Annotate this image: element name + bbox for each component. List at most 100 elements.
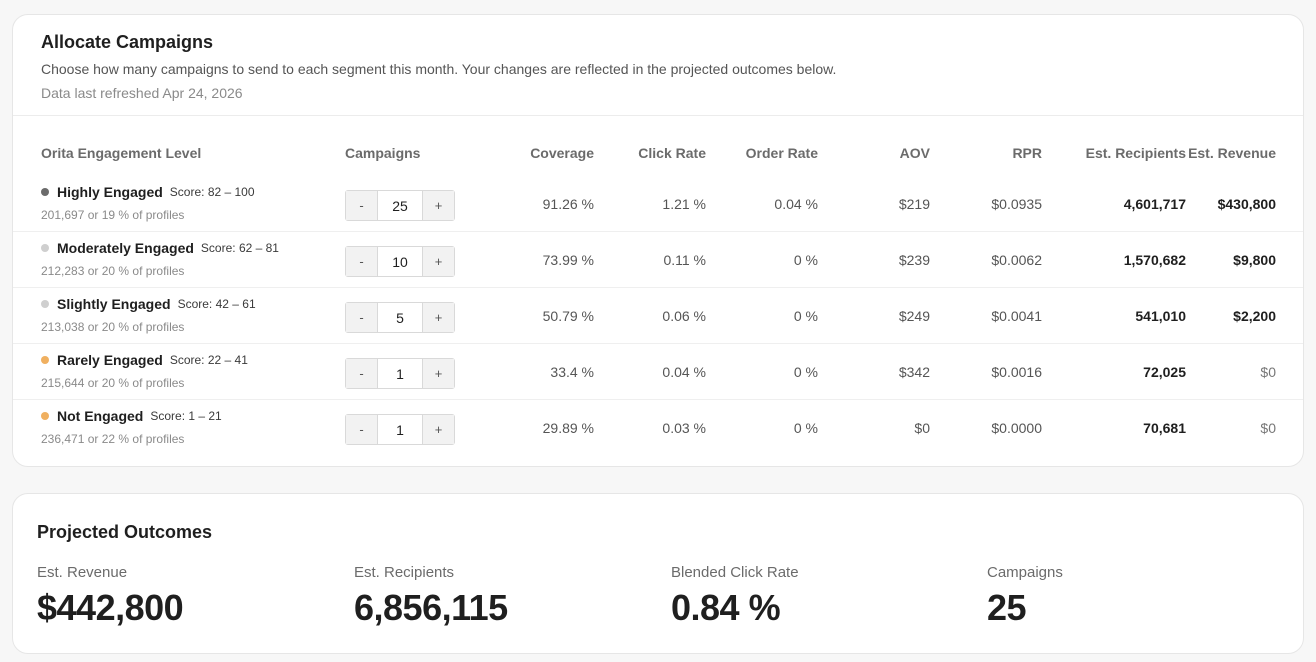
- col-order-rate: Order Rate: [745, 145, 818, 161]
- segment-label: Not Engaged Score: 1 – 21: [41, 408, 222, 424]
- aov-cell: $342: [898, 364, 930, 380]
- increment-button[interactable]: +: [422, 359, 454, 388]
- aov-cell: $249: [898, 308, 930, 324]
- col-coverage: Coverage: [530, 145, 594, 161]
- est-revenue-cell: $9,800: [1233, 252, 1276, 268]
- segment-name: Moderately Engaged: [57, 240, 194, 256]
- segment-label: Slightly Engaged Score: 42 – 61: [41, 296, 256, 312]
- decrement-button[interactable]: -: [346, 303, 378, 332]
- outcomes-title: Projected Outcomes: [37, 522, 213, 542]
- col-aov: AOV: [899, 145, 930, 161]
- col-est-recipients: Est. Recipients: [1085, 145, 1186, 161]
- metric-label: Est. Recipients: [354, 564, 455, 581]
- coverage-cell: 91.26 %: [542, 196, 594, 212]
- segment-score: Score: 22 – 41: [169, 353, 248, 367]
- col-engagement-level: Orita Engagement Level: [41, 145, 202, 161]
- metric-value: 6,856,115: [354, 587, 508, 628]
- campaigns-stepper[interactable]: - 1 +: [345, 358, 455, 389]
- row-divider: [13, 399, 1303, 400]
- segment-label: Moderately Engaged Score: 62 – 81: [41, 240, 279, 256]
- campaigns-stepper[interactable]: -10 +: [345, 246, 455, 277]
- est-recipients-cell: 70,681: [1143, 420, 1186, 436]
- segment-score: Score: 82 – 100: [169, 185, 255, 199]
- row-divider: [13, 287, 1303, 288]
- order-rate-cell: 0 %: [793, 252, 818, 268]
- coverage-cell: 29.89 %: [542, 420, 594, 436]
- projected-outcomes-card: Projected Outcomes Est. Revenue $442,800…: [12, 493, 1304, 654]
- metric-label: Campaigns: [987, 564, 1063, 581]
- segment-name: Slightly Engaged: [57, 296, 171, 312]
- order-rate-cell: 0.04 %: [774, 196, 818, 212]
- segment-score: Score: 1 – 21: [150, 409, 222, 423]
- campaigns-stepper[interactable]: - 1 +: [345, 414, 455, 445]
- rpr-cell: $0.0000: [991, 420, 1042, 436]
- order-rate-cell: 0 %: [793, 308, 818, 324]
- campaigns-input[interactable]: 10: [392, 253, 408, 270]
- increment-button[interactable]: +: [422, 247, 454, 276]
- est-recipients-cell: 541,010: [1135, 308, 1186, 324]
- segment-profiles: 213,038 or 20 % of profiles: [41, 320, 185, 334]
- rpr-cell: $0.0016: [991, 364, 1042, 380]
- coverage-cell: 73.99 %: [542, 252, 594, 268]
- row-divider: [13, 343, 1303, 344]
- allocate-campaigns-card: Allocate Campaigns Choose how many campa…: [12, 14, 1304, 467]
- decrement-button[interactable]: -: [346, 359, 378, 388]
- click-rate-cell: 0.04 %: [662, 364, 706, 380]
- rpr-cell: $0.0041: [991, 308, 1042, 324]
- metric-label: Blended Click Rate: [671, 564, 799, 581]
- row-divider: [13, 231, 1303, 232]
- campaigns-input[interactable]: 1: [396, 365, 404, 382]
- metric-est-recipients: Est. Recipients 6,856,115: [354, 564, 508, 629]
- est-revenue-cell: $2,200: [1233, 308, 1276, 324]
- rpr-cell: $0.0062: [991, 252, 1042, 268]
- decrement-button[interactable]: -: [346, 247, 378, 276]
- campaigns-input[interactable]: 1: [396, 421, 404, 438]
- campaigns-input[interactable]: 25: [392, 197, 408, 214]
- segment-label: Highly Engaged Score: 82 – 100: [41, 184, 255, 200]
- metric-value: 25: [987, 587, 1027, 628]
- aov-cell: $239: [898, 252, 930, 268]
- order-rate-cell: 0 %: [793, 420, 818, 436]
- increment-button[interactable]: +: [422, 303, 454, 332]
- col-campaigns: Campaigns: [345, 145, 421, 161]
- coverage-cell: 50.79 %: [542, 308, 594, 324]
- campaigns-stepper[interactable]: - 5 +: [345, 302, 455, 333]
- click-rate-cell: 0.03 %: [662, 420, 706, 436]
- rpr-cell: $0.0935: [991, 196, 1042, 212]
- col-est-revenue: Est. Revenue: [1188, 145, 1276, 161]
- last-refreshed: Data last refreshed Apr 24, 2026: [41, 85, 243, 101]
- metric-value: 0.84 %: [671, 587, 781, 628]
- engagement-dot-icon: [41, 244, 49, 252]
- segment-profiles: 236,471 or 22 % of profiles: [41, 432, 185, 446]
- increment-button[interactable]: +: [422, 191, 454, 220]
- table-row: Not Engaged Score: 1 – 21 236,471 or 22 % …: [13, 400, 1303, 456]
- engagement-dot-icon: [41, 300, 49, 308]
- campaigns-input[interactable]: 5: [396, 309, 404, 326]
- table-row: Highly Engaged Score: 82 – 100 201,697 or …: [13, 176, 1303, 232]
- allocate-description: Choose how many campaigns to send to eac…: [41, 61, 837, 77]
- engagement-dot-icon: [41, 412, 49, 420]
- click-rate-cell: 0.11 %: [663, 252, 706, 268]
- metric-label: Est. Revenue: [37, 564, 128, 581]
- segment-name: Highly Engaged: [57, 184, 163, 200]
- aov-cell: $219: [898, 196, 930, 212]
- segment-score: Score: 62 – 81: [200, 241, 279, 255]
- metric-campaigns: Campaigns 25: [987, 564, 1063, 629]
- decrement-button[interactable]: -: [346, 191, 378, 220]
- metric-blended-click-rate: Blended Click Rate 0.84 %: [671, 564, 799, 629]
- decrement-button[interactable]: -: [346, 415, 378, 444]
- increment-button[interactable]: +: [422, 415, 454, 444]
- click-rate-cell: 1.21 %: [662, 196, 706, 212]
- aov-cell: $0: [914, 420, 930, 436]
- est-recipients-cell: 72,025: [1143, 364, 1186, 380]
- header-divider: [13, 115, 1303, 116]
- table-row: Rarely Engaged Score: 22 – 41 215,644 or 2…: [13, 344, 1303, 400]
- est-recipients-cell: 1,570,682: [1123, 252, 1186, 268]
- segment-profiles: 215,644 or 20 % of profiles: [41, 376, 185, 390]
- engagement-dot-icon: [41, 356, 49, 364]
- est-recipients-cell: 4,601,717: [1123, 196, 1186, 212]
- metric-value: $442,800: [37, 587, 184, 628]
- segment-label: Rarely Engaged Score: 22 – 41: [41, 352, 248, 368]
- campaigns-stepper[interactable]: -25 +: [345, 190, 455, 221]
- segment-name: Rarely Engaged: [57, 352, 163, 368]
